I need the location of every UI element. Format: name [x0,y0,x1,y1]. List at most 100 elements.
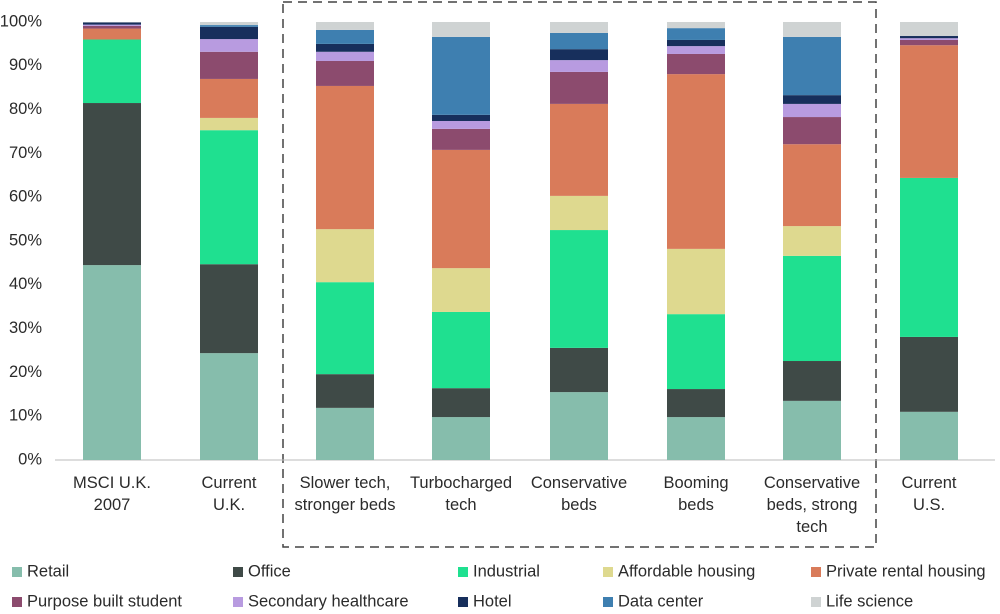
legend-label: Retail [27,562,69,580]
bar-segment [667,248,725,315]
bar-segment [316,229,374,283]
bar-segment [900,36,958,39]
bar-segment [550,60,608,72]
x-tick-label: Turbocharged tech [410,474,512,514]
bar-segment [200,25,258,27]
x-tick-label: Slower tech, stronger beds [295,474,396,514]
bar-segment [83,39,141,104]
bar-segment [550,230,608,348]
bar-segment [316,29,374,44]
legend-label: Hotel [473,592,512,610]
bar-segment [432,120,490,129]
bar-segment [900,45,958,178]
bar-segment [83,28,141,40]
bar-segment [783,95,841,104]
legend-label: Industrial [473,562,540,580]
bar-segment [200,26,258,40]
bar-segment [550,392,608,460]
y-tick-label: 30% [9,319,42,337]
legend-swatch [12,597,22,607]
legend-label: Secondary healthcare [248,592,409,610]
bar-segment [667,417,725,460]
bar-segment [316,51,374,61]
legend-swatch [233,597,243,607]
scenario-box [282,1,877,548]
x-tick-label: MSCI U.K. 2007 [73,474,151,514]
bar-segment [667,314,725,390]
bar-segment [316,407,374,460]
bar-segment [316,43,374,52]
bar-segment [783,226,841,256]
bar-segment [783,117,841,145]
bar-segment [783,361,841,401]
bar-segment [550,347,608,393]
bar-segment [432,128,490,150]
legend-label: Affordable housing [618,562,755,580]
bar-segment [200,39,258,52]
legend-label: Data center [618,592,704,610]
bar-segment [432,22,490,37]
bar-segment [550,49,608,61]
bar-segment [83,25,141,29]
bar-segment [432,388,490,418]
x-tick-label: Current U.K. [201,474,256,514]
bar-segment [900,22,958,37]
legend-label: Office [248,562,291,580]
bar-segment [900,39,958,46]
bar-segment [316,85,374,230]
y-tick-label: 100% [0,12,42,30]
bar-segment [550,195,608,231]
bar-segment [783,255,841,362]
legend-label: Private rental housing [826,562,986,580]
bar-segment [432,114,490,121]
bar-segment [83,103,141,266]
bar-segment [550,103,608,196]
bar-segment [432,268,490,312]
bar-segment [900,177,958,337]
bar-segment [200,130,258,265]
bar-segment [200,353,258,460]
bar-segment [432,36,490,115]
bar-segment [667,389,725,418]
bar-segment [783,400,841,460]
y-tick-label: 90% [9,56,42,74]
bar-segment [432,417,490,460]
bar-segment [783,103,841,118]
y-tick-label: 50% [9,231,42,249]
bar-segment [667,74,725,249]
bar-segment [316,282,374,375]
y-tick-label: 40% [9,275,42,293]
y-tick-label: 70% [9,144,42,162]
bar-segment [900,336,958,412]
legend-swatch [458,597,468,607]
legend-label: Life science [826,592,913,610]
bar-segment [667,53,725,75]
bar-segment [900,38,958,40]
bar-segment [900,411,958,460]
bar-segment [550,71,608,104]
bar-segment [783,36,841,96]
x-tick-label: Conservative beds, strong tech [764,474,860,536]
bar-segment [432,311,490,389]
x-tick-label: Booming beds [663,474,728,514]
legend-swatch [603,567,613,577]
bar-segment [200,22,258,26]
bar-segment [667,22,725,29]
bar-segment [200,117,258,131]
bar-segment [316,374,374,408]
bar-segment [83,24,141,26]
y-tick-label: 0% [18,450,42,468]
y-tick-label: 20% [9,363,42,381]
y-tick-label: 60% [9,188,42,206]
bar-segment [667,39,725,47]
legend-swatch [12,567,22,577]
bar-segment [783,22,841,37]
bar-segment [200,78,258,118]
legend-swatch [458,567,468,577]
bar-segment [83,22,141,25]
bar-segment [550,32,608,50]
legend-swatch [811,567,821,577]
bar-segment [667,28,725,40]
bar-segment [316,22,374,30]
